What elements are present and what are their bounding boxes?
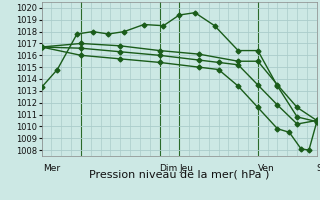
Text: Ven: Ven <box>258 164 275 173</box>
Text: Sam: Sam <box>317 164 320 173</box>
Text: Dim: Dim <box>160 164 178 173</box>
Text: Jeu: Jeu <box>179 164 193 173</box>
X-axis label: Pression niveau de la mer( hPa ): Pression niveau de la mer( hPa ) <box>89 170 269 180</box>
Text: Mer: Mer <box>44 164 61 173</box>
